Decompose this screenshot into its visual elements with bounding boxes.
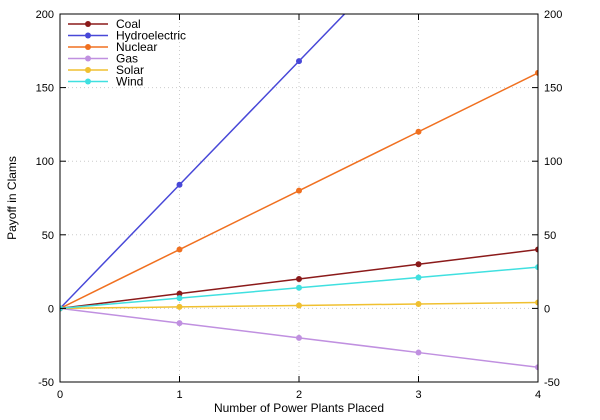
series-coal (60, 246, 538, 312)
y-tick-label-right: 0 (544, 303, 550, 315)
series-layer (60, 14, 538, 371)
x-axis-label: Number of Power Plants Placed (214, 401, 384, 415)
x-tick-label: 1 (176, 389, 182, 401)
y-tick-label-right: 150 (544, 83, 562, 95)
data-point-hydroelectric (176, 181, 183, 188)
y-tick-label-left: 50 (42, 230, 54, 242)
series-gas (60, 305, 538, 371)
legend-entry-nuclear: Nuclear (68, 40, 157, 54)
data-point-nuclear (176, 246, 183, 253)
y-tick-label-left: 100 (36, 156, 54, 168)
data-point-solar (296, 302, 302, 309)
legend-label: Nuclear (116, 40, 157, 54)
legend-marker (85, 78, 91, 85)
data-point-hydroelectric (296, 58, 302, 65)
grid (60, 14, 538, 382)
legend-entry-coal: Coal (68, 17, 141, 31)
y-tick-label-left: 150 (36, 83, 54, 95)
legend-entry-hydroelectric: Hydroelectric (68, 29, 186, 43)
data-point-coal (296, 275, 302, 282)
data-point-wind (296, 284, 302, 291)
data-point-coal (176, 290, 183, 297)
data-point-nuclear (296, 187, 302, 194)
y-tick-label-left: 200 (36, 9, 54, 21)
data-point-gas (415, 349, 422, 356)
data-point-nuclear (415, 128, 422, 135)
legend-marker (85, 44, 91, 50)
data-point-nuclear (535, 69, 538, 76)
data-point-gas (176, 320, 183, 327)
data-point-coal (415, 261, 422, 268)
legend-label: Hydroelectric (116, 29, 186, 43)
y-tick-label-right: 50 (544, 230, 556, 242)
legend-marker (85, 32, 91, 39)
x-tick-label: 2 (296, 389, 302, 401)
legend-label: Wind (116, 75, 143, 89)
x-tick-label: 0 (57, 389, 63, 401)
legend-label: Solar (116, 63, 144, 77)
series-solar (60, 299, 538, 312)
legend-entry-wind: Wind (68, 75, 143, 89)
legend-entry-gas: Gas (68, 52, 138, 66)
data-point-gas (535, 364, 538, 371)
data-point-solar (535, 299, 538, 306)
legend-marker (85, 67, 91, 73)
y-axis-label: Payoff in Clams (5, 156, 19, 240)
x-tick-label: 3 (415, 389, 421, 401)
data-point-gas (296, 334, 302, 341)
y-tick-label-right: -50 (544, 377, 560, 389)
legend-entry-solar: Solar (68, 63, 144, 77)
y-tick-label-right: 100 (544, 156, 562, 168)
legend-marker (85, 55, 91, 62)
legend-marker (85, 21, 91, 27)
y-tick-label-right: 200 (544, 9, 562, 21)
data-point-solar (415, 300, 422, 307)
legend-label: Gas (116, 52, 138, 66)
data-point-solar (176, 303, 183, 310)
data-point-coal (535, 246, 538, 253)
data-point-wind (176, 295, 183, 302)
series-wind (60, 264, 538, 312)
legend-label: Coal (116, 17, 141, 31)
data-point-wind (415, 274, 422, 281)
x-tick-label: 4 (535, 389, 541, 401)
data-point-wind (535, 264, 538, 271)
y-tick-label-left: -50 (38, 377, 54, 389)
y-tick-label-left: 0 (48, 303, 54, 315)
